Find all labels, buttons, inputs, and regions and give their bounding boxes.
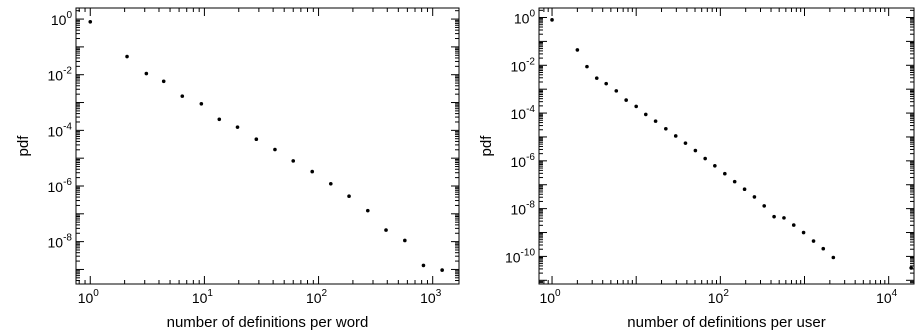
data-point xyxy=(594,76,599,80)
x-tick-label: 104 xyxy=(876,288,898,306)
data-point xyxy=(180,94,185,98)
x-tick-label: 103 xyxy=(420,288,442,306)
data-point xyxy=(254,137,259,142)
x-tick-label: 100 xyxy=(539,288,561,306)
data-point xyxy=(643,112,648,117)
plot-frame xyxy=(75,7,460,285)
data-point xyxy=(161,79,166,84)
chart-panel-definitions-per-user: 100 102 104 100 10-2 10-4 10-6 10-8 10-10 number … xyxy=(478,7,915,331)
data-point xyxy=(772,214,776,219)
data-point xyxy=(310,169,315,174)
data-point xyxy=(614,89,619,93)
data-point xyxy=(347,194,351,198)
y-tick-label: 10-2 xyxy=(48,66,73,84)
data-point xyxy=(801,230,806,235)
data-point xyxy=(653,119,658,123)
data-point xyxy=(624,98,628,102)
y-tick-label: 10-8 xyxy=(48,233,73,251)
data-point xyxy=(384,228,388,232)
data-point xyxy=(403,238,407,243)
data-point xyxy=(821,246,826,251)
data-point xyxy=(732,179,737,184)
y-tick-label: 10-10 xyxy=(505,247,535,265)
data-point xyxy=(550,18,554,22)
data-point xyxy=(585,64,589,69)
y-tick-label: 10-6 xyxy=(48,177,73,195)
data-point xyxy=(791,223,796,227)
x-axis-label: number of definitions per word xyxy=(167,314,369,331)
data-point xyxy=(683,141,688,145)
x-tick-label: 100 xyxy=(78,288,100,306)
y-tick-label: 100 xyxy=(51,10,73,28)
data-point xyxy=(88,19,93,24)
data-point xyxy=(811,239,816,243)
data-point xyxy=(575,48,580,52)
x-axis-label: number of definitions per user xyxy=(627,314,825,331)
data-point xyxy=(291,159,296,163)
data-point xyxy=(693,148,698,153)
data-point xyxy=(217,117,222,122)
data-point xyxy=(199,102,204,106)
data-point xyxy=(703,156,707,161)
data-point xyxy=(909,266,913,270)
data-point xyxy=(713,164,717,168)
data-point xyxy=(125,54,129,59)
data-point xyxy=(421,263,426,268)
data-point xyxy=(782,216,786,220)
x-tick-label: 102 xyxy=(708,288,730,306)
data-point xyxy=(673,134,678,138)
x-tick-label: 102 xyxy=(306,288,328,306)
x-tick-label: 101 xyxy=(192,288,214,306)
data-point xyxy=(440,268,444,272)
data-point xyxy=(604,81,608,86)
data-point xyxy=(762,204,767,208)
data-point xyxy=(723,171,727,176)
y-axis-label: pdf xyxy=(15,135,32,157)
y-axis-label: pdf xyxy=(478,135,495,157)
data-point xyxy=(365,208,370,213)
plot-frame xyxy=(538,7,915,285)
y-tick-label: 10-6 xyxy=(511,152,536,170)
y-tick-label: 10-4 xyxy=(48,121,73,139)
data-point xyxy=(634,104,638,109)
data-point xyxy=(752,195,757,199)
y-tick-label: 10-2 xyxy=(511,56,536,74)
data-point xyxy=(273,147,277,152)
data-point xyxy=(742,187,747,192)
y-tick-label: 10-8 xyxy=(511,200,536,218)
data-point xyxy=(235,125,240,129)
y-tick-label: 100 xyxy=(514,9,536,27)
chart-panel-definitions-per-word: 100 101 102 103 100 10-2 10-4 10-6 10-8 number of… xyxy=(15,7,460,331)
data-point xyxy=(831,255,836,260)
data-point xyxy=(328,181,333,186)
data-point xyxy=(664,126,668,131)
data-point xyxy=(144,71,149,76)
y-tick-label: 10-4 xyxy=(511,104,536,122)
